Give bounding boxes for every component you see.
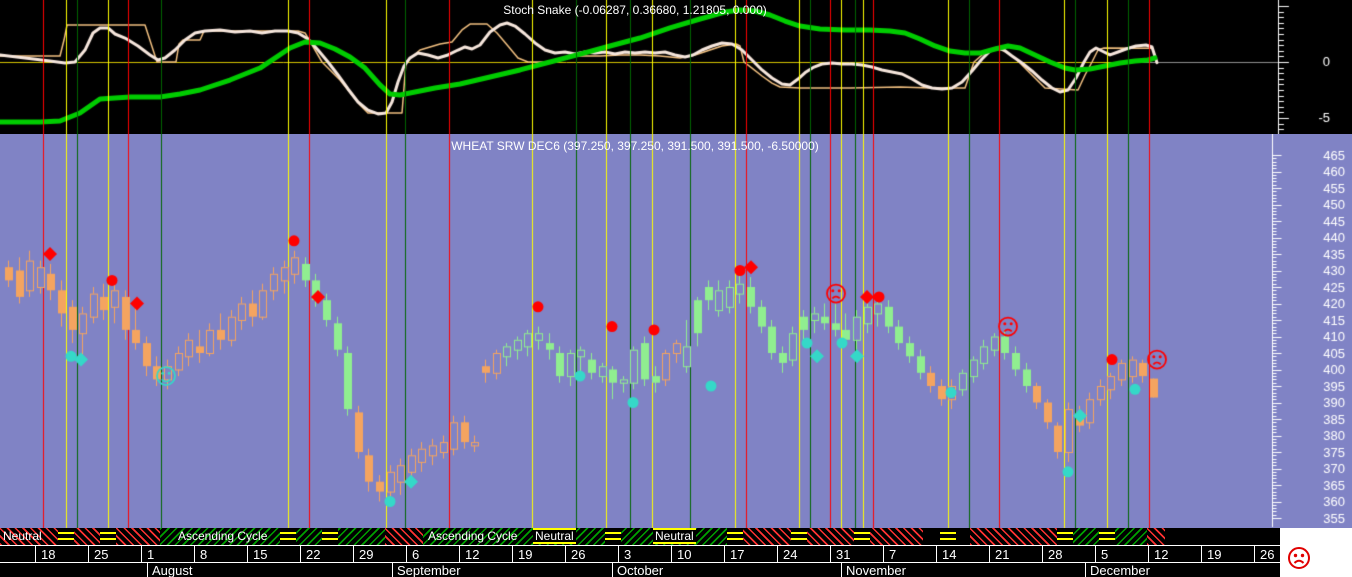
date-label: 5	[1101, 547, 1109, 562]
week-separator	[618, 546, 619, 563]
date-label: 29	[359, 547, 374, 562]
week-separator	[512, 546, 513, 563]
month-axis: August September October November December	[0, 562, 1280, 577]
cycle-label: Ascending Cycle	[178, 529, 268, 543]
neutral-dash-mark	[605, 528, 621, 545]
date-label: 17	[730, 547, 745, 562]
date-label: 25	[94, 547, 109, 562]
week-separator	[936, 546, 937, 563]
month-label: September	[397, 563, 461, 577]
month-separator	[1085, 563, 1086, 577]
cycle-segment-none	[1165, 528, 1280, 545]
neutral-dash-mark	[280, 528, 296, 545]
week-separator	[565, 546, 566, 563]
month-label: August	[152, 563, 193, 577]
date-axis: 18 25 1 8 15 22 29 6 12 19 26 3 10 17 24 31 7 14 21 28 5 12 19…	[0, 545, 1280, 563]
week-separator	[989, 546, 990, 563]
week-separator	[1042, 546, 1043, 563]
cycle-status-band: Neutral Ascending Cycle Ascending Cycle Neu…	[0, 528, 1280, 545]
date-label: 22	[306, 547, 321, 562]
date-label: 31	[836, 547, 851, 562]
week-separator	[1148, 546, 1149, 563]
status-corner	[1280, 528, 1352, 577]
cycle-label: Neutral	[653, 528, 696, 544]
week-separator	[459, 546, 460, 563]
month-separator	[612, 563, 613, 577]
date-label: 19	[1207, 547, 1222, 562]
week-separator	[88, 546, 89, 563]
date-label: 6	[412, 547, 420, 562]
neutral-dash-mark	[58, 528, 74, 545]
date-label: 18	[41, 547, 56, 562]
week-separator	[883, 546, 884, 563]
wheat-candlestick-chart-panel[interactable]	[0, 134, 1352, 528]
week-separator	[830, 546, 831, 563]
month-separator	[392, 563, 393, 577]
cycle-label: Neutral	[3, 529, 42, 543]
date-label: 28	[1048, 547, 1063, 562]
week-separator	[194, 546, 195, 563]
week-separator	[35, 546, 36, 563]
sad-face-icon	[1288, 547, 1310, 569]
date-label: 3	[624, 547, 632, 562]
date-label: 10	[677, 547, 692, 562]
date-label: 12	[1154, 547, 1169, 562]
neutral-dash-mark	[1057, 528, 1073, 545]
month-label: November	[846, 563, 906, 577]
neutral-dash-mark	[940, 528, 956, 545]
date-label: 24	[783, 547, 798, 562]
neutral-dash-mark	[727, 528, 743, 545]
week-separator	[777, 546, 778, 563]
week-separator	[141, 546, 142, 563]
week-separator	[1254, 546, 1255, 563]
date-label: 8	[200, 547, 208, 562]
week-separator	[1095, 546, 1096, 563]
cycle-label: Neutral	[533, 528, 576, 544]
cycle-label: Ascending Cycle	[428, 529, 518, 543]
month-label: December	[1090, 563, 1150, 577]
week-separator	[300, 546, 301, 563]
date-label: 7	[889, 547, 897, 562]
week-separator	[247, 546, 248, 563]
week-separator	[353, 546, 354, 563]
date-label: 19	[518, 547, 533, 562]
date-label: 15	[253, 547, 268, 562]
neutral-dash-mark	[854, 528, 870, 545]
date-label: 26	[1260, 547, 1275, 562]
cycle-segment-down	[733, 528, 923, 545]
month-separator	[147, 563, 148, 577]
cycle-segment-down	[385, 528, 423, 545]
neutral-dash-mark	[1099, 528, 1115, 545]
date-label: 21	[995, 547, 1010, 562]
week-separator	[406, 546, 407, 563]
neutral-dash-mark	[322, 528, 338, 545]
week-separator	[671, 546, 672, 563]
week-separator	[1201, 546, 1202, 563]
neutral-dash-mark	[100, 528, 116, 545]
neutral-dash-mark	[791, 528, 807, 545]
cycle-segment-down	[1147, 528, 1165, 545]
month-label: October	[617, 563, 664, 577]
date-label: 14	[942, 547, 957, 562]
cycle-segment-down	[0, 528, 160, 545]
date-label: 26	[571, 547, 586, 562]
cycle-segment-down	[970, 528, 1063, 545]
date-label: 12	[465, 547, 480, 562]
week-separator	[724, 546, 725, 563]
stoch-snake-indicator-panel[interactable]	[0, 0, 1352, 134]
date-label: 1	[147, 547, 155, 562]
month-separator	[841, 563, 842, 577]
